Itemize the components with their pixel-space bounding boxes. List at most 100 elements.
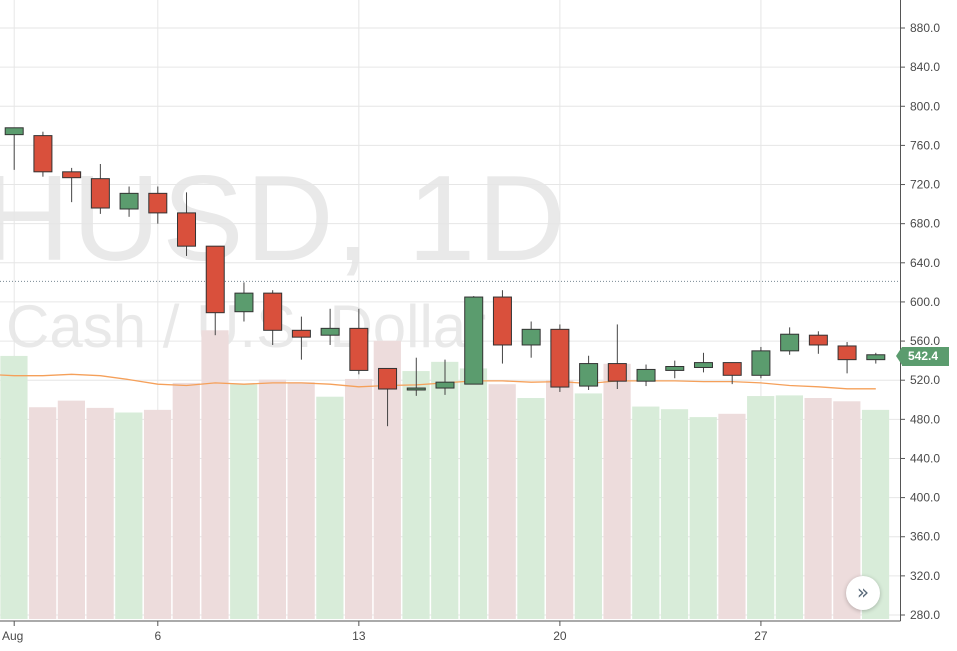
candle [636,364,656,387]
candle-body-down [349,327,369,371]
price-tick-label: 560.0 [910,334,940,348]
volume-bar [574,393,602,619]
candle-body-up [579,363,599,387]
candle [665,360,685,379]
volume-bar [344,378,373,619]
candle-body-up [119,192,139,210]
price-tick-label: 840.0 [910,60,940,74]
candle [693,352,713,373]
candle-body-up [435,381,455,389]
candle-body-up [406,387,426,391]
price-tick-label: 800.0 [910,99,940,113]
price-tick-label: 400.0 [910,491,940,505]
volume-bar [287,382,315,619]
price-tick-label: 520.0 [910,373,940,387]
axes: 280.0 320.0 360.0 400.0 440.0 480.0 520.0 560.0… [0,0,940,643]
candle-body-down [722,362,742,376]
time-tick-label: 27 [754,629,768,643]
candle [579,355,599,390]
volume-moving-average [0,373,876,390]
candle-body-down [33,135,53,173]
candle [291,316,311,360]
candle [4,127,24,170]
candle-body-up [751,350,771,376]
volume-bar [57,400,85,619]
candle-body-down [177,212,197,247]
price-tick-label: 440.0 [910,451,940,465]
last-price-label: 542.4 [896,347,949,366]
candle [148,186,168,224]
candle [607,324,627,390]
candle [177,192,197,256]
candle [349,308,369,375]
candle-body-down [291,329,311,338]
candle-body-up [521,328,541,346]
price-tick-label: 720.0 [910,178,940,192]
volume-bar [517,398,545,619]
candle [722,362,742,385]
volume-bar [459,368,488,619]
candle [263,290,283,345]
volume-bar [660,409,689,619]
volume-bar [603,363,631,619]
candle-body-up [320,327,340,336]
candle [464,296,484,385]
candle [62,167,82,203]
volume-bar [86,407,114,619]
volume-bar [258,379,287,619]
candle [406,357,426,396]
candle-body-up [636,368,656,382]
volume-bar [201,330,229,619]
candle [808,331,828,354]
price-tick-label: 640.0 [910,256,940,270]
time-tick-label: 6 [154,629,161,643]
candle-body-down [263,292,283,331]
volume-ma-line [0,373,876,390]
double-chevron-right-icon: » [856,580,870,604]
price-tick-label: 320.0 [910,569,940,583]
candle-body-down [492,296,512,346]
candle [550,324,570,392]
candle-body-up [4,127,24,136]
candle [837,342,857,374]
candle [521,321,541,358]
volume-bar [143,409,172,619]
candle [205,245,225,336]
candle [33,131,53,177]
candle [492,290,512,364]
candle [90,163,110,214]
candle [780,327,800,355]
candle-body-down [808,334,828,346]
candle [119,186,139,217]
candle-body-up [866,354,886,361]
volume-bar [29,407,57,619]
candle-body-down [62,171,82,179]
time-tick-label: 13 [352,629,366,643]
price-tick-label: 600.0 [910,295,940,309]
volume-bar [431,361,459,619]
volume-bar [115,412,143,619]
volume-bar [804,398,832,619]
candle-body-down [607,363,627,382]
candle [378,367,398,427]
candle [866,352,886,364]
price-tick-label: 880.0 [910,21,940,35]
candle [320,308,340,345]
candle-body-down [90,178,110,209]
volume-bar [689,417,717,619]
candle-body-up [665,366,685,371]
candle [234,282,254,322]
volume-bar [488,384,516,619]
candlesticks [4,127,886,427]
candle-body-up [234,292,254,313]
volume-bar [546,380,574,619]
time-tick-label: Aug [2,629,23,643]
volume-bar [0,355,28,619]
price-tick-label: 360.0 [910,530,940,544]
candle-body-up [780,333,800,352]
candle-body-down [837,345,857,361]
volume-bar [316,396,344,619]
time-tick-label: 20 [553,629,567,643]
scroll-to-realtime-button[interactable]: » [846,576,880,610]
